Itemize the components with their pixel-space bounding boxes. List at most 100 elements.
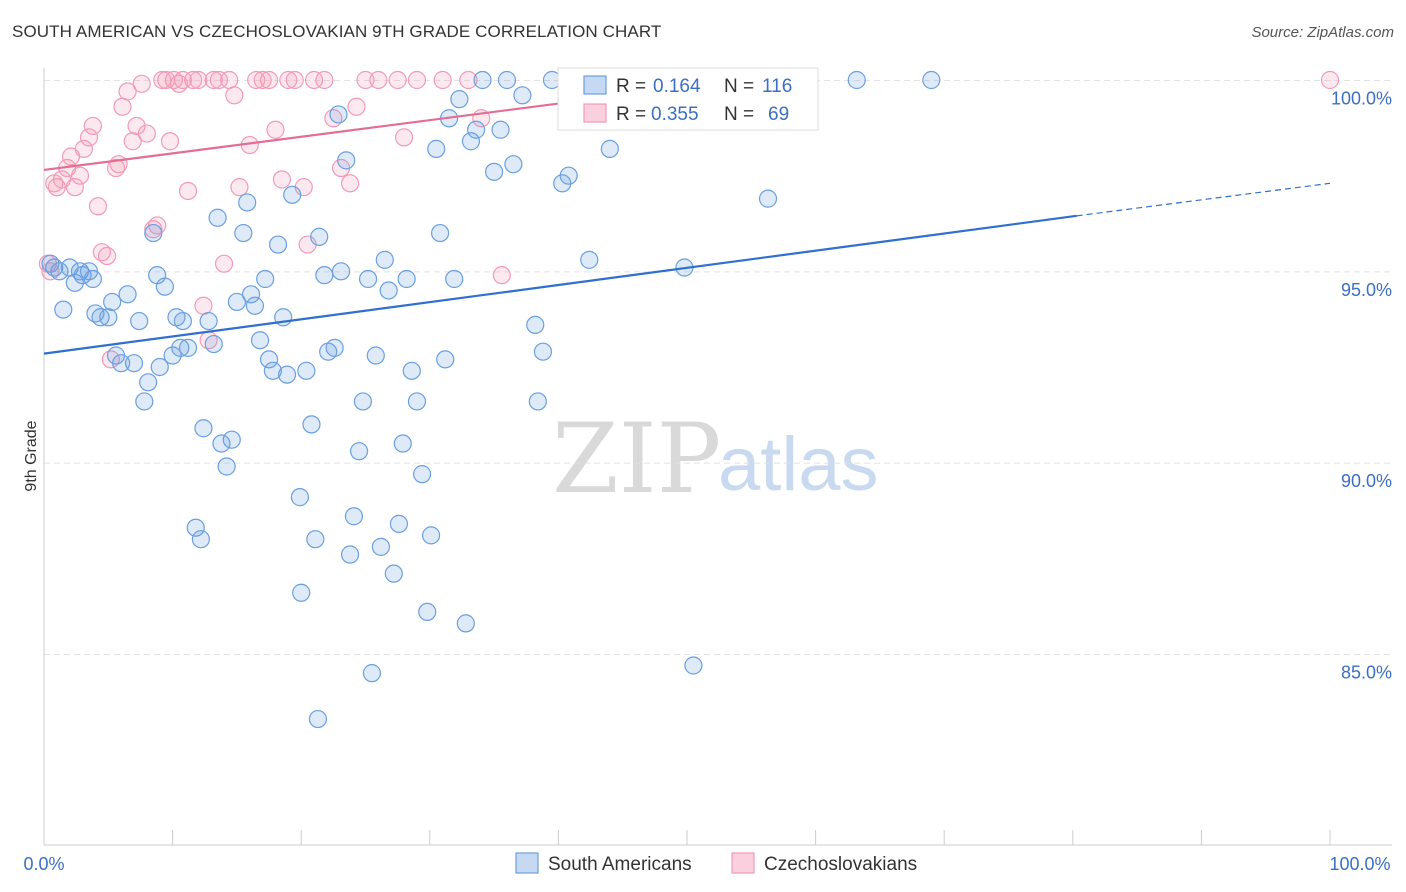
x-tick-label-min: 0.0% [23,854,64,874]
south-americans-point [155,277,174,296]
czechoslovakians-point [315,70,334,90]
south-americans-point [461,132,481,151]
y-tick-labels: 85.0% 90.0% 95.0% 100.0% [1331,89,1392,683]
south-americans-point [144,223,163,243]
south-americans-point [112,354,131,373]
south-americans-point [103,292,122,312]
south-americans-point [124,354,144,373]
south-americans-point [277,365,297,384]
chart-title: SOUTH AMERICAN VS CZECHOSLOVAKIAN 9TH GR… [12,22,662,41]
legend-blue-r-value: 0.164 [653,76,701,97]
south-americans-point [65,273,84,292]
south-americans-point [344,507,364,526]
czechoslovakians-point [65,178,84,197]
watermark: ZIP atlas [552,403,879,515]
czechoslovakians-point [137,124,156,143]
south-americans-point [199,311,218,331]
south-americans-point [466,120,486,139]
south-americans-point [407,392,427,411]
czechoslovakians-point [220,70,239,90]
south-americans-point [118,285,137,304]
czechoslovakians-point [1320,70,1340,90]
south-americans-trend-line [43,214,1077,355]
south-americans-point [245,296,265,315]
south-americans-point [402,361,421,380]
czechoslovakians-point [340,174,360,193]
south-americans-point [340,545,360,564]
bottom-legend-pink-label: Czechoslovakians [764,854,917,875]
south-americans-point [528,392,547,411]
legend-pink-r-value: 0.355 [651,104,699,125]
south-americans-point [353,392,373,411]
south-americans-point [186,518,205,537]
south-americans-point [445,269,464,289]
y-axis-label: 9th Grade [23,420,40,491]
czechoslovakians-point [97,246,117,266]
czechoslovakians-point [230,178,249,197]
south-americans-point [290,488,310,507]
czechoslovakians-point [304,70,324,90]
czechoslovakians-point [247,70,266,90]
south-americans-point [310,227,329,246]
south-americans-point [366,346,385,365]
south-americans-point [389,514,409,533]
czechoslovakians-point [272,170,292,189]
south-americans-point [533,342,553,361]
south-americans-point [222,430,241,449]
czechoslovakians-point [259,70,279,90]
south-americans-point [384,564,403,583]
south-americans-point [297,361,316,380]
czechoslovakians-point [74,139,93,158]
south-americans-point [337,151,356,170]
south-americans-point [306,530,325,549]
south-americans-point [150,357,169,377]
south-americans-point [130,311,149,331]
south-americans-point [217,457,236,476]
watermark-atlas: atlas [718,422,879,507]
south-americans-point [259,350,279,369]
south-americans-point [371,537,391,556]
czechoslovakians-point [184,70,203,90]
czechoslovakians-point [88,197,108,216]
legend-blue-n-value: 116 [762,76,792,97]
czechoslovakians-point [209,70,228,90]
legend-blue-r-label: R = [616,76,646,97]
south-americans-point [208,208,227,227]
czechoslovakians-point [109,155,128,174]
czechoslovakians-point [347,97,366,116]
south-americans-point [412,465,432,484]
czechoslovakians-point [83,116,102,136]
south-americans-point [393,434,412,453]
south-americans-point [268,235,288,254]
czechoslovakians-point [266,120,285,139]
czechoslovakians-point [127,116,146,136]
czechoslovakians-point [459,70,478,90]
south-americans-point [491,120,510,139]
czechoslovakians-point [388,70,407,90]
south-americans-point [358,269,378,289]
south-americans-point [559,166,578,185]
czechoslovakians-point [178,181,198,201]
south-americans-point [241,285,261,304]
czechoslovakians-point [189,70,208,90]
south-americans-point [497,70,517,90]
south-americans-point [139,373,158,392]
south-americans-point [227,292,246,312]
legend-pink-n-label: N = [724,104,754,125]
south-americans-point [191,530,210,549]
source-credit: Source: ZipAtlas.com [1251,24,1394,41]
south-americans-point [375,250,394,269]
south-americans-point [250,331,270,350]
czechoslovakians-point [214,254,234,273]
south-americans-point [684,656,703,675]
czechoslovakians-point [70,166,90,185]
czechoslovakians-point [433,70,452,90]
y-tick-label: 100.0% [1331,89,1392,109]
south-americans-point [418,602,437,622]
bottom-legend-blue-swatch [515,852,539,874]
south-americans-point [325,338,344,357]
series-legend: South Americans Czechoslovakians [515,852,917,875]
south-americans-point [456,614,475,633]
south-americans-trend-extension [1076,182,1331,217]
south-americans-point [427,139,446,158]
